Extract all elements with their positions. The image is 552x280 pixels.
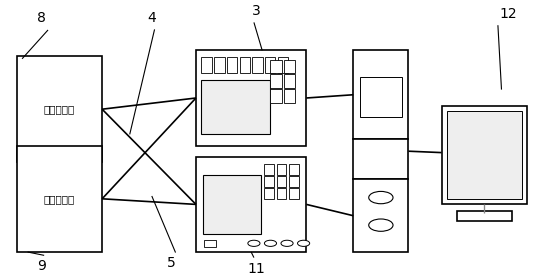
Text: 11: 11 [248, 262, 266, 276]
Bar [204, 240, 216, 247]
Text: 9: 9 [37, 259, 46, 273]
Bar [270, 60, 282, 73]
Bar [264, 176, 274, 187]
Bar [17, 146, 102, 252]
Bar [284, 60, 295, 73]
Bar [289, 164, 299, 175]
Bar [289, 188, 299, 199]
Bar [17, 56, 102, 162]
Bar [252, 57, 263, 73]
Bar [214, 57, 225, 73]
Circle shape [248, 240, 260, 246]
Bar [270, 89, 282, 103]
Bar [277, 176, 286, 187]
Bar [240, 57, 250, 73]
Bar [360, 77, 402, 117]
Bar [277, 164, 286, 175]
Bar [284, 74, 295, 88]
Bar [265, 57, 275, 73]
Bar [289, 176, 299, 187]
Bar [196, 50, 306, 146]
Bar [447, 111, 522, 199]
Circle shape [298, 240, 310, 246]
Bar [201, 80, 270, 134]
Bar [457, 211, 512, 221]
Bar [203, 175, 261, 234]
Text: 3: 3 [252, 4, 261, 18]
Bar [270, 74, 282, 88]
Text: 12: 12 [499, 7, 517, 21]
Bar [196, 157, 306, 252]
Bar [227, 57, 237, 73]
Text: 测试装置一: 测试装置一 [44, 104, 75, 114]
Bar [264, 164, 274, 175]
Bar [353, 179, 408, 252]
Circle shape [281, 240, 293, 246]
Text: 5: 5 [167, 256, 176, 270]
Bar [353, 139, 408, 179]
Bar [264, 188, 274, 199]
Text: 4: 4 [147, 11, 156, 25]
Circle shape [369, 219, 393, 231]
Bar [284, 89, 295, 103]
Bar [353, 50, 408, 139]
Bar [278, 57, 288, 73]
Circle shape [264, 240, 277, 246]
Bar [442, 106, 527, 204]
Bar [201, 57, 212, 73]
Bar [277, 188, 286, 199]
Text: 8: 8 [37, 11, 46, 25]
Circle shape [369, 192, 393, 204]
Text: 测试装置二: 测试装置二 [44, 194, 75, 204]
